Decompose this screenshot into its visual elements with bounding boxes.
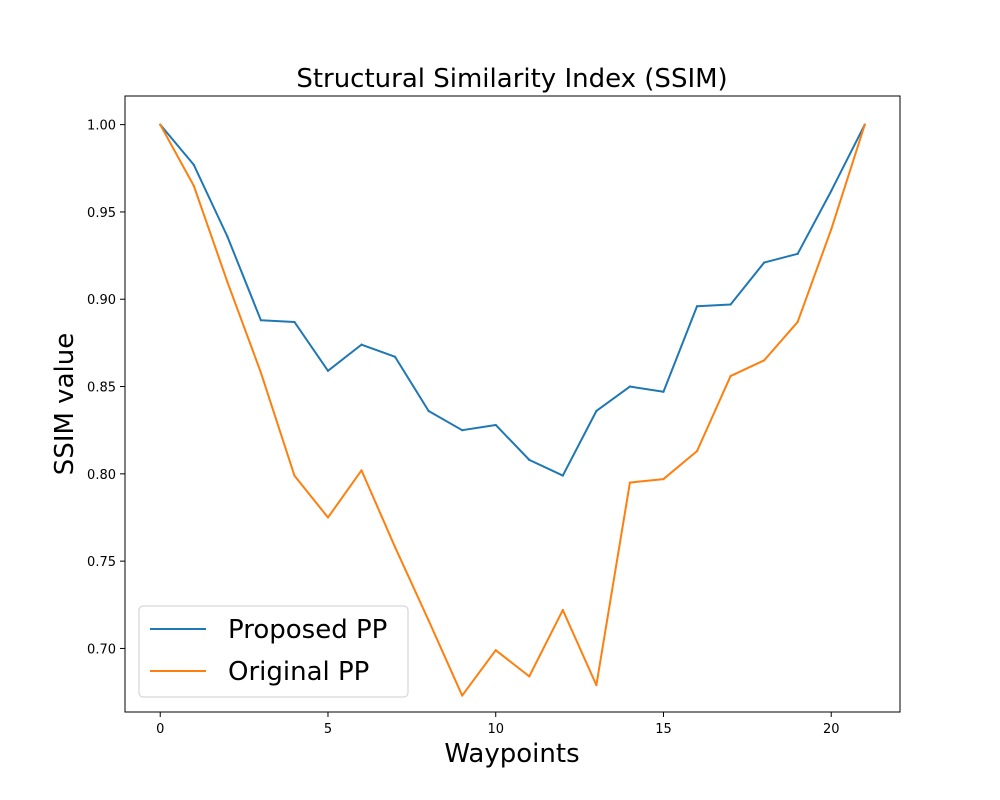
data-point-proposed-pp [192,163,195,166]
y-tick-label: 0.95 [87,206,116,221]
series-line-proposed-pp [159,123,866,477]
x-tick-label: 20 [823,722,840,737]
data-point-proposed-pp [830,189,833,193]
data-point-original-pp [360,469,363,472]
y-axis-label: SSIM value [50,333,80,475]
data-point-proposed-pp [695,305,699,308]
data-point-proposed-pp [293,320,296,324]
x-tick-label: 10 [487,722,504,737]
data-point-original-pp [595,684,598,687]
data-point-proposed-pp [796,252,799,255]
x-tick-label: 0 [156,722,164,737]
data-point-proposed-pp [662,390,665,393]
data-point-original-pp [427,619,430,622]
data-point-original-pp [461,694,464,697]
legend-label: Proposed PP [228,615,387,645]
data-point-proposed-pp [595,409,598,413]
data-point-original-pp [561,608,564,612]
data-point-proposed-pp [528,458,531,461]
x-tick-label: 15 [655,722,672,737]
data-point-proposed-pp [259,319,262,322]
y-tick-label: 0.80 [87,468,116,483]
y-tick-label: 0.75 [87,555,116,570]
data-point-proposed-pp [628,385,632,388]
data-point-original-pp [293,474,296,477]
data-point-proposed-pp [427,409,430,413]
data-point-original-pp [226,280,229,283]
x-axis-label: Waypoints [444,739,579,769]
data-point-original-pp [729,374,732,378]
y-tick-label: 0.70 [87,642,116,657]
data-point-proposed-pp [494,423,497,427]
x-tick-label: 5 [324,722,332,737]
chart-title: Structural Similarity Index (SSIM) [296,64,727,94]
data-point-proposed-pp [561,474,564,477]
data-point-original-pp [326,516,330,519]
y-tick-label: 0.90 [87,293,116,308]
legend: Proposed PP Original PP [138,605,409,698]
data-point-original-pp [830,228,833,231]
data-point-original-pp [259,371,262,374]
data-point-proposed-pp [360,343,363,346]
data-point-original-pp [662,477,665,481]
data-point-original-pp [393,546,397,549]
legend-label: Original PP [228,657,369,687]
data-point-proposed-pp [326,369,330,372]
data-point-original-pp [695,450,699,453]
data-point-proposed-pp [763,261,766,264]
data-point-original-pp [763,359,766,362]
legend-box [138,605,409,698]
data-point-original-pp [494,649,497,652]
y-tick-label: 0.85 [87,381,116,396]
data-point-proposed-pp [729,303,732,306]
data-point-original-pp [159,123,162,126]
data-point-original-pp [192,184,195,187]
series-line-original-pp [159,124,866,697]
data-point-proposed-pp [226,235,229,238]
data-point-original-pp [863,123,866,126]
data-point-proposed-pp [461,429,464,432]
data-point-original-pp [796,320,799,324]
data-point-proposed-pp [393,355,397,358]
data-point-original-pp [628,481,632,484]
y-tick-label: 1.00 [87,119,116,134]
data-point-original-pp [528,675,531,678]
plot-frame [124,95,901,713]
plot-area [159,123,866,697]
axis-ticks: 0 5 10 15 20 0.70 0.75 0.80 0.85 0.90 0.95 1.00 [87,119,839,737]
